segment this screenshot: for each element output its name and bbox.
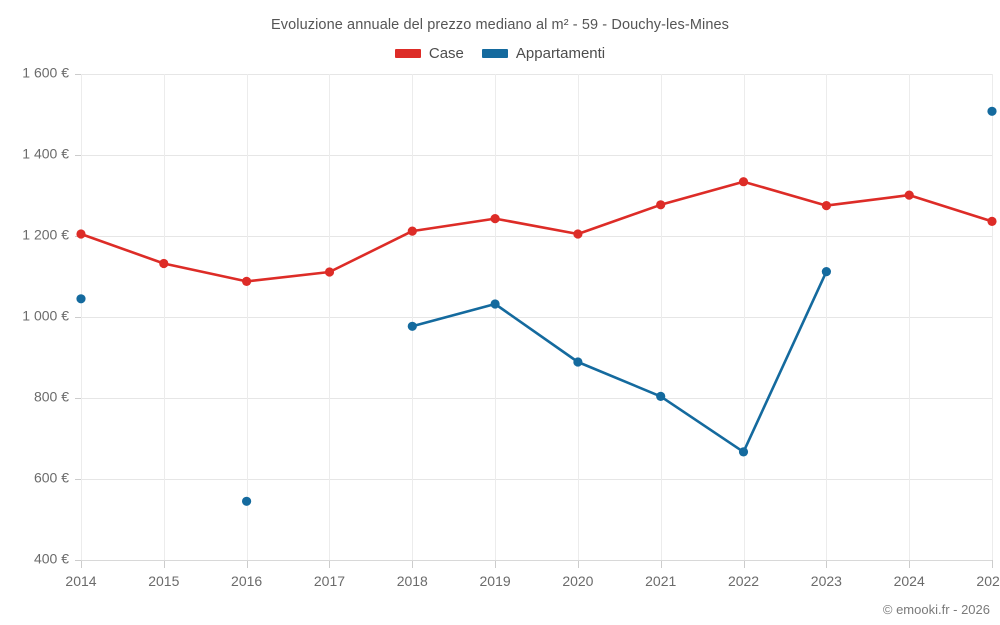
data-point[interactable] bbox=[76, 229, 86, 239]
data-point[interactable] bbox=[987, 106, 997, 116]
data-point[interactable] bbox=[324, 267, 335, 277]
x-axis-tick-label: 2014 bbox=[65, 573, 96, 589]
y-axis-tick-label: 1 000 € bbox=[22, 308, 69, 324]
data-point[interactable] bbox=[738, 177, 749, 187]
legend-swatch-case bbox=[394, 49, 421, 58]
chart-legend: Case Appartamenti bbox=[0, 45, 1000, 62]
series-line-appartamenti bbox=[410, 270, 828, 454]
x-axis-tick-label: 2015 bbox=[148, 573, 179, 589]
data-point[interactable] bbox=[821, 267, 832, 277]
data-point[interactable] bbox=[656, 391, 666, 401]
x-axis-tick-label: 2024 bbox=[894, 573, 925, 589]
x-axis-tick-label: 2022 bbox=[728, 573, 759, 589]
y-axis-tick-label: 1 200 € bbox=[22, 227, 69, 243]
data-point[interactable] bbox=[573, 357, 583, 367]
y-axis-tick-label: 400 € bbox=[34, 551, 69, 567]
x-axis-tick-label: 2019 bbox=[480, 573, 511, 589]
x-axis-tick-label: 2017 bbox=[314, 573, 345, 589]
data-point[interactable] bbox=[573, 229, 583, 239]
x-axis-tick-label: 2016 bbox=[231, 573, 262, 589]
x-axis-tick-label: 2020 bbox=[562, 573, 593, 589]
x-axis-tick-label: 2021 bbox=[645, 573, 676, 589]
legend-item-case[interactable]: Case bbox=[394, 45, 464, 62]
data-point[interactable] bbox=[738, 447, 749, 457]
x-axis-tick-label: 2025 bbox=[976, 573, 1000, 589]
data-point[interactable] bbox=[490, 214, 500, 224]
x-axis-tick-label: 2018 bbox=[397, 573, 428, 589]
y-axis-tick-label: 1 600 € bbox=[22, 65, 69, 81]
chart-title: Evoluzione annuale del prezzo mediano al… bbox=[270, 17, 730, 33]
data-point[interactable] bbox=[407, 226, 417, 236]
data-point[interactable] bbox=[821, 201, 832, 211]
data-point[interactable] bbox=[987, 216, 997, 226]
data-point[interactable] bbox=[904, 190, 914, 200]
x-axis-tick-label: 2023 bbox=[811, 573, 842, 589]
credit-label: © emooki.fr - 2026 bbox=[882, 602, 990, 617]
y-axis-tick-label: 800 € bbox=[34, 389, 69, 405]
data-point[interactable] bbox=[242, 496, 252, 506]
series-line-case bbox=[79, 180, 994, 283]
data-point[interactable] bbox=[656, 200, 666, 210]
legend-label-case: Case bbox=[428, 45, 464, 62]
legend-swatch-appartamenti bbox=[481, 49, 508, 58]
y-axis-tick-label: 1 400 € bbox=[22, 146, 69, 162]
data-point[interactable] bbox=[76, 294, 86, 304]
data-point[interactable] bbox=[159, 258, 169, 269]
y-axis-tick-label: 600 € bbox=[34, 470, 69, 486]
data-point[interactable] bbox=[490, 299, 500, 309]
data-point[interactable] bbox=[242, 276, 252, 286]
legend-label-appartamenti: Appartamenti bbox=[515, 45, 606, 62]
legend-item-appartamenti[interactable]: Appartamenti bbox=[481, 45, 606, 62]
data-point[interactable] bbox=[407, 321, 417, 331]
